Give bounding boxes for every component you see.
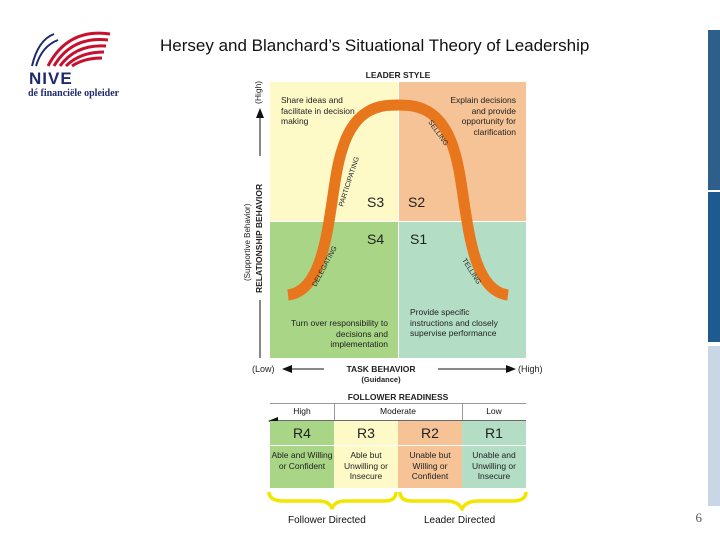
leadership-curve: PARTICIPATING SELLING DELEGATING TELLING bbox=[286, 99, 510, 301]
quadrant-s2-text: Explain decisions and provide opportunit… bbox=[450, 95, 516, 137]
x-axis-sublabel: (Guidance) bbox=[361, 375, 401, 384]
readiness-level-moderate: Moderate bbox=[380, 406, 416, 416]
r4-description: Able and Willing or Confident bbox=[270, 446, 334, 488]
s3-label: S3 bbox=[367, 194, 385, 210]
r3-description: Able but Unwilling or Insecure bbox=[334, 446, 398, 488]
leader-directed-label: Leader Directed bbox=[424, 515, 496, 526]
x-axis-label: TASK BEHAVIOR bbox=[346, 364, 416, 374]
follower-directed-label: Follower Directed bbox=[288, 515, 366, 526]
r3-label: R3 bbox=[334, 421, 398, 445]
quadrant-v-divider bbox=[398, 82, 399, 358]
x-axis-high: (High) bbox=[518, 364, 543, 374]
readiness-level-divider-2 bbox=[462, 403, 463, 420]
s4-label: S4 bbox=[367, 231, 385, 247]
logo-subtitle: dé financiële opleider bbox=[28, 88, 120, 99]
readiness-row-divider bbox=[270, 445, 526, 446]
leader-style-title: LEADER STYLE bbox=[365, 70, 431, 80]
side-strip-bottom bbox=[708, 346, 720, 506]
side-strip-top bbox=[708, 30, 720, 190]
r2-description: Unable but Willing or Confident bbox=[398, 446, 462, 488]
curve-path bbox=[286, 99, 510, 301]
s1-label: S1 bbox=[410, 231, 428, 247]
logo-name: NIVE bbox=[29, 69, 73, 88]
readiness-level-low: Low bbox=[486, 406, 502, 416]
readiness-top-line bbox=[270, 403, 526, 404]
follower-readiness-title: FOLLOWER READINESS bbox=[347, 392, 449, 402]
r4-label: R4 bbox=[270, 421, 334, 445]
y-axis-label: RELATIONSHIP BEHAVIOR bbox=[254, 183, 264, 293]
side-strip-middle bbox=[708, 192, 720, 342]
y-axis-high: (High) bbox=[253, 80, 263, 104]
y-axis-arrow bbox=[256, 108, 264, 358]
r2-label: R2 bbox=[398, 421, 462, 445]
nive-logo-icon bbox=[31, 31, 111, 68]
page-number: 6 bbox=[695, 510, 703, 525]
x-axis-arrow bbox=[282, 365, 516, 373]
s2-label: S2 bbox=[408, 194, 426, 210]
x-axis-low: (Low) bbox=[252, 364, 275, 374]
r1-label: R1 bbox=[462, 421, 526, 445]
y-axis-sublabel: (Supportive Behavior) bbox=[243, 203, 252, 281]
r1-description: Unable and Unwilling or Insecure bbox=[462, 446, 526, 488]
readiness-level-divider-1 bbox=[334, 403, 335, 420]
yellow-brackets bbox=[267, 491, 528, 511]
quadrant-s1-text: Provide specific instructions and closel… bbox=[410, 307, 498, 338]
readiness-level-high: High bbox=[293, 406, 311, 416]
quadrant-s4-text: Turn over responsibility to decisions an… bbox=[290, 318, 388, 349]
page-title: Hersey and Blanchard’s Situational Theor… bbox=[160, 36, 590, 55]
quadrant-s3-text: Share ideas and facilitate in decision m… bbox=[281, 95, 355, 126]
